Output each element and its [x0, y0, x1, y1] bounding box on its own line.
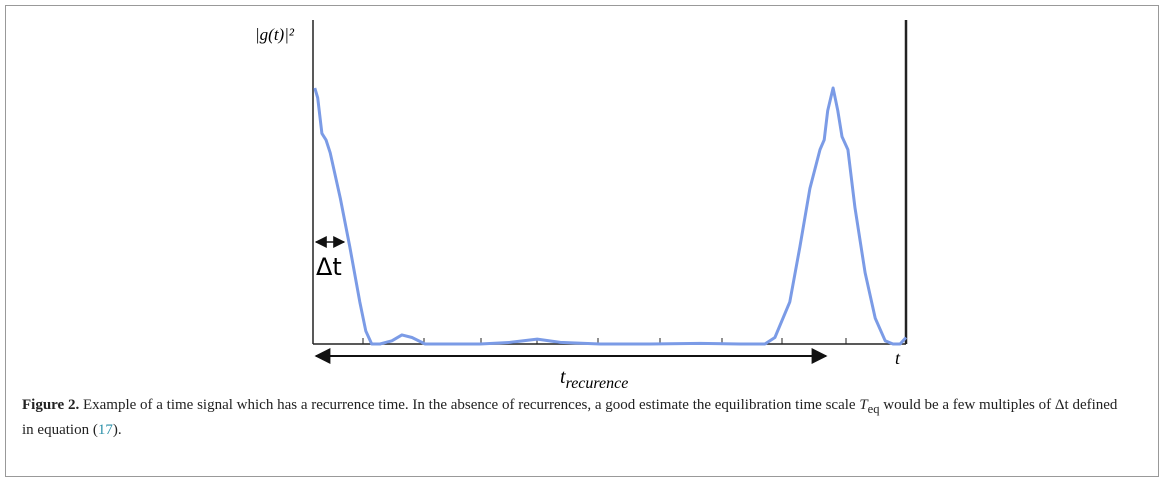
caption-label: Figure 2.	[22, 397, 80, 413]
axes	[312, 20, 908, 345]
line	[313, 86, 908, 346]
recurrence-main: t	[560, 366, 566, 388]
caption-sub: eq	[867, 402, 880, 416]
recurrence-label: trecurence	[560, 366, 628, 390]
recurrence-sub: recurence	[566, 375, 629, 390]
equation-link[interactable]: 17	[97, 422, 113, 438]
caption-text: Example of a time signal which has a rec…	[82, 397, 860, 413]
figure-frame	[5, 5, 1159, 477]
caption-text: ).	[112, 422, 122, 438]
caption-text: defined in equation (	[22, 397, 1118, 438]
y-axis-label: |g(t)|²	[255, 25, 295, 44]
caption: Figure 2. Example of a time signal which…	[22, 395, 1122, 441]
delta-label: Δt	[316, 253, 342, 281]
caption-symbol: Δt	[1054, 397, 1069, 413]
caption-symbol: T	[859, 397, 868, 413]
chart: |g(t)|² t Δt trecurence	[255, 20, 908, 390]
caption-text: would be a few multiples of	[879, 397, 1055, 413]
x-axis-label: t	[895, 348, 901, 368]
